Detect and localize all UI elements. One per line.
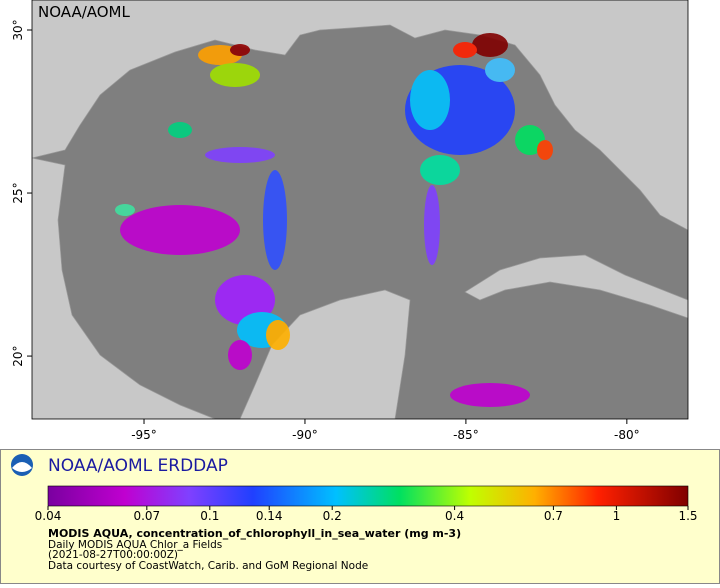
legend-line: (2021-08-27T00:00:00Z)	[48, 549, 178, 561]
watermark: NOAA/AOML	[38, 3, 131, 21]
x-tick-label: -95°	[131, 428, 157, 442]
legend-title: MODIS AQUA, concentration_of_chlorophyll…	[48, 527, 461, 540]
x-tick-label: -80°	[614, 428, 640, 442]
map-area: NOAA/AOML	[32, 0, 688, 419]
legend-line: Daily MODIS AQUA Chlor_a Fields	[48, 539, 222, 551]
colorbar-tick-label: 1	[613, 509, 621, 523]
y-tick-label: 30°	[11, 19, 25, 40]
x-tick-label: -90°	[292, 428, 318, 442]
colorbar-tick-label: 0.7	[544, 509, 563, 523]
y-tick-label: 20°	[11, 345, 25, 366]
x-tick-label: -85°	[453, 428, 479, 442]
noaa-logo-bird	[12, 462, 32, 472]
legend-panel	[0, 449, 720, 584]
colorbar-tick-label: 0.4	[445, 509, 464, 523]
cuba	[464, 254, 688, 319]
colorbar-tick-label: 0.1	[200, 509, 219, 523]
legend-line: Data courtesy of CoastWatch, Carib. and …	[48, 560, 368, 572]
colorbar	[47, 485, 689, 507]
colorbar-tick-label: 0.04	[35, 509, 62, 523]
colorbar-tick-label: 0.14	[256, 509, 283, 523]
map-frame	[31, 0, 689, 420]
colorbar-tick-label: 0.07	[133, 509, 160, 523]
colorbar-ticks: 0.04 0.07 0.1 0.14 0.2 0.4 0.7 1 1.5	[35, 506, 698, 523]
legend-brand: NOAA/AOML ERDDAP	[48, 456, 228, 476]
colorbar-tick-label: 0.2	[323, 509, 342, 523]
mexico-west	[32, 157, 216, 419]
axes: -95° -90° -85° -80° 20° 25° 30°	[11, 19, 640, 442]
chlorophyll-patches	[115, 33, 553, 407]
us-coast	[32, 0, 688, 231]
colorbar-tick-label: 1.5	[678, 509, 697, 523]
y-tick-label: 25°	[11, 182, 25, 203]
yucatan	[239, 289, 411, 419]
